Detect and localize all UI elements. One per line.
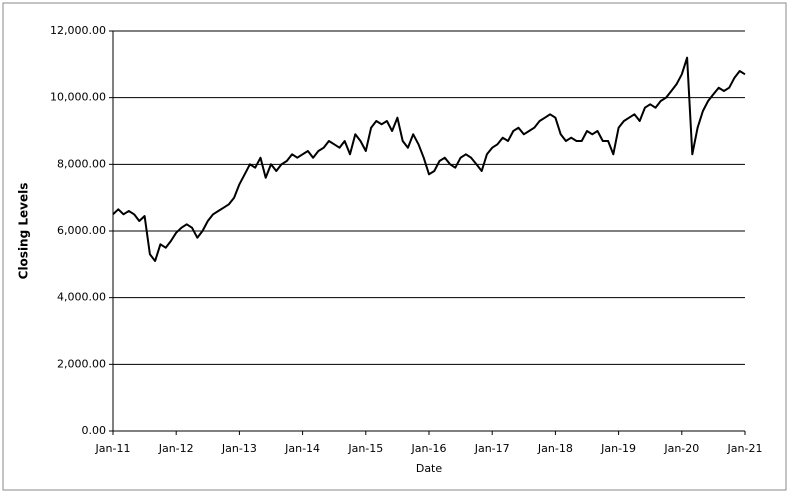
x-tick-label: Jan-11 — [95, 442, 131, 455]
y-tick-label: 8,000.00 — [57, 157, 106, 170]
y-tick-label: 4,000.00 — [57, 291, 106, 304]
y-tick-label: 6,000.00 — [57, 224, 106, 237]
x-tick-label: Jan-13 — [221, 442, 257, 455]
x-tick-label: Jan-15 — [347, 442, 383, 455]
x-tick-label: Jan-19 — [600, 442, 636, 455]
x-tick-label: Jan-18 — [537, 442, 573, 455]
y-tick-label: 10,000.00 — [50, 91, 106, 104]
x-tick-label: Jan-12 — [158, 442, 194, 455]
x-tick-label: Jan-17 — [474, 442, 510, 455]
chart-frame — [2, 2, 787, 491]
y-tick-label: 0.00 — [82, 424, 107, 437]
x-tick-label: Jan-14 — [284, 442, 320, 455]
x-tick-label: Jan-21 — [727, 442, 763, 455]
x-tick-label: Jan-20 — [663, 442, 699, 455]
y-tick-label: 12,000.00 — [50, 24, 106, 37]
x-axis-label: Date — [416, 462, 443, 475]
series-line — [112, 56, 746, 262]
x-tick-label: Jan-16 — [411, 442, 447, 455]
y-tick-label: 2,000.00 — [57, 357, 106, 370]
y-axis-label: Closing Levels — [17, 183, 31, 280]
